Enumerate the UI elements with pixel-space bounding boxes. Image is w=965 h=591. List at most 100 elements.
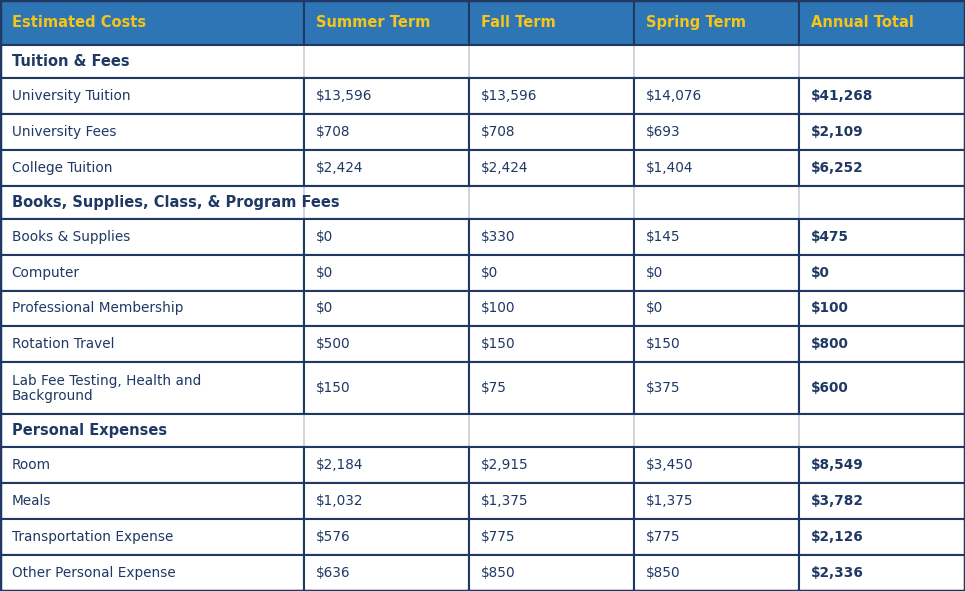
Text: Rotation Travel: Rotation Travel <box>12 337 114 352</box>
Text: Background: Background <box>12 389 94 402</box>
Text: $150: $150 <box>316 381 350 395</box>
Text: Tuition & Fees: Tuition & Fees <box>12 54 129 69</box>
Bar <box>0 362 304 414</box>
Text: Spring Term: Spring Term <box>646 15 746 30</box>
Bar <box>799 78 965 114</box>
Text: $500: $500 <box>316 337 350 352</box>
Text: $2,336: $2,336 <box>811 566 864 580</box>
Bar <box>0 519 304 555</box>
Bar <box>0 414 965 447</box>
Bar <box>634 362 799 414</box>
Text: Books, Supplies, Class, & Program Fees: Books, Supplies, Class, & Program Fees <box>12 194 340 210</box>
Text: Professional Membership: Professional Membership <box>12 301 183 316</box>
Bar <box>634 555 799 591</box>
Bar <box>799 326 965 362</box>
Text: $0: $0 <box>646 265 663 280</box>
Bar <box>0 255 304 291</box>
Text: $8,549: $8,549 <box>811 458 864 472</box>
Text: $13,596: $13,596 <box>481 89 537 103</box>
Bar <box>634 519 799 555</box>
Text: $3,782: $3,782 <box>811 494 864 508</box>
Bar <box>634 150 799 186</box>
Text: Annual Total: Annual Total <box>811 15 914 30</box>
Text: $0: $0 <box>481 265 498 280</box>
Text: $0: $0 <box>316 265 333 280</box>
Bar <box>304 150 469 186</box>
Text: Lab Fee Testing, Health and: Lab Fee Testing, Health and <box>12 374 201 388</box>
Bar <box>634 0 799 45</box>
Bar <box>799 0 965 45</box>
Text: $13,596: $13,596 <box>316 89 372 103</box>
Text: $775: $775 <box>481 530 515 544</box>
Text: $800: $800 <box>811 337 848 352</box>
Text: $1,404: $1,404 <box>646 161 693 175</box>
Text: $2,109: $2,109 <box>811 125 864 139</box>
Bar <box>469 291 634 326</box>
Bar <box>799 219 965 255</box>
Text: $3,450: $3,450 <box>646 458 693 472</box>
Text: $2,424: $2,424 <box>316 161 363 175</box>
Bar <box>469 78 634 114</box>
Bar <box>469 362 634 414</box>
Bar <box>469 555 634 591</box>
Text: $600: $600 <box>811 381 848 395</box>
Text: $150: $150 <box>481 337 515 352</box>
Bar <box>304 219 469 255</box>
Text: $150: $150 <box>646 337 680 352</box>
Text: Other Personal Expense: Other Personal Expense <box>12 566 176 580</box>
Text: Room: Room <box>12 458 51 472</box>
Bar <box>469 114 634 150</box>
Text: $6,252: $6,252 <box>811 161 864 175</box>
Text: $41,268: $41,268 <box>811 89 873 103</box>
Bar <box>634 291 799 326</box>
Bar <box>304 326 469 362</box>
Bar <box>634 483 799 519</box>
Bar <box>469 519 634 555</box>
Text: Transportation Expense: Transportation Expense <box>12 530 173 544</box>
Bar <box>634 326 799 362</box>
Text: Personal Expenses: Personal Expenses <box>12 423 167 439</box>
Bar <box>799 114 965 150</box>
Bar <box>469 219 634 255</box>
Bar <box>799 555 965 591</box>
Text: $708: $708 <box>481 125 515 139</box>
Text: $708: $708 <box>316 125 350 139</box>
Bar <box>0 326 304 362</box>
Bar <box>469 150 634 186</box>
Bar <box>304 447 469 483</box>
Bar <box>799 483 965 519</box>
Bar <box>634 114 799 150</box>
Bar <box>799 150 965 186</box>
Bar <box>469 447 634 483</box>
Text: $1,375: $1,375 <box>646 494 693 508</box>
Bar <box>799 291 965 326</box>
Text: $1,032: $1,032 <box>316 494 363 508</box>
Bar <box>469 326 634 362</box>
Text: $375: $375 <box>646 381 680 395</box>
Text: $576: $576 <box>316 530 350 544</box>
Text: $145: $145 <box>646 229 680 243</box>
Bar <box>0 186 965 219</box>
Text: $850: $850 <box>481 566 515 580</box>
Text: Fall Term: Fall Term <box>481 15 555 30</box>
Bar <box>469 483 634 519</box>
Bar <box>304 555 469 591</box>
Text: College Tuition: College Tuition <box>12 161 112 175</box>
Bar <box>634 447 799 483</box>
Bar <box>799 362 965 414</box>
Bar <box>304 114 469 150</box>
Text: $775: $775 <box>646 530 680 544</box>
Text: Meals: Meals <box>12 494 51 508</box>
Bar <box>0 291 304 326</box>
Text: University Fees: University Fees <box>12 125 116 139</box>
Text: $100: $100 <box>481 301 515 316</box>
Bar <box>469 0 634 45</box>
Text: $2,424: $2,424 <box>481 161 528 175</box>
Text: $850: $850 <box>646 566 680 580</box>
Bar <box>799 255 965 291</box>
Text: $636: $636 <box>316 566 350 580</box>
Bar <box>304 362 469 414</box>
Text: Computer: Computer <box>12 265 79 280</box>
Text: $0: $0 <box>811 265 830 280</box>
Text: $2,126: $2,126 <box>811 530 864 544</box>
